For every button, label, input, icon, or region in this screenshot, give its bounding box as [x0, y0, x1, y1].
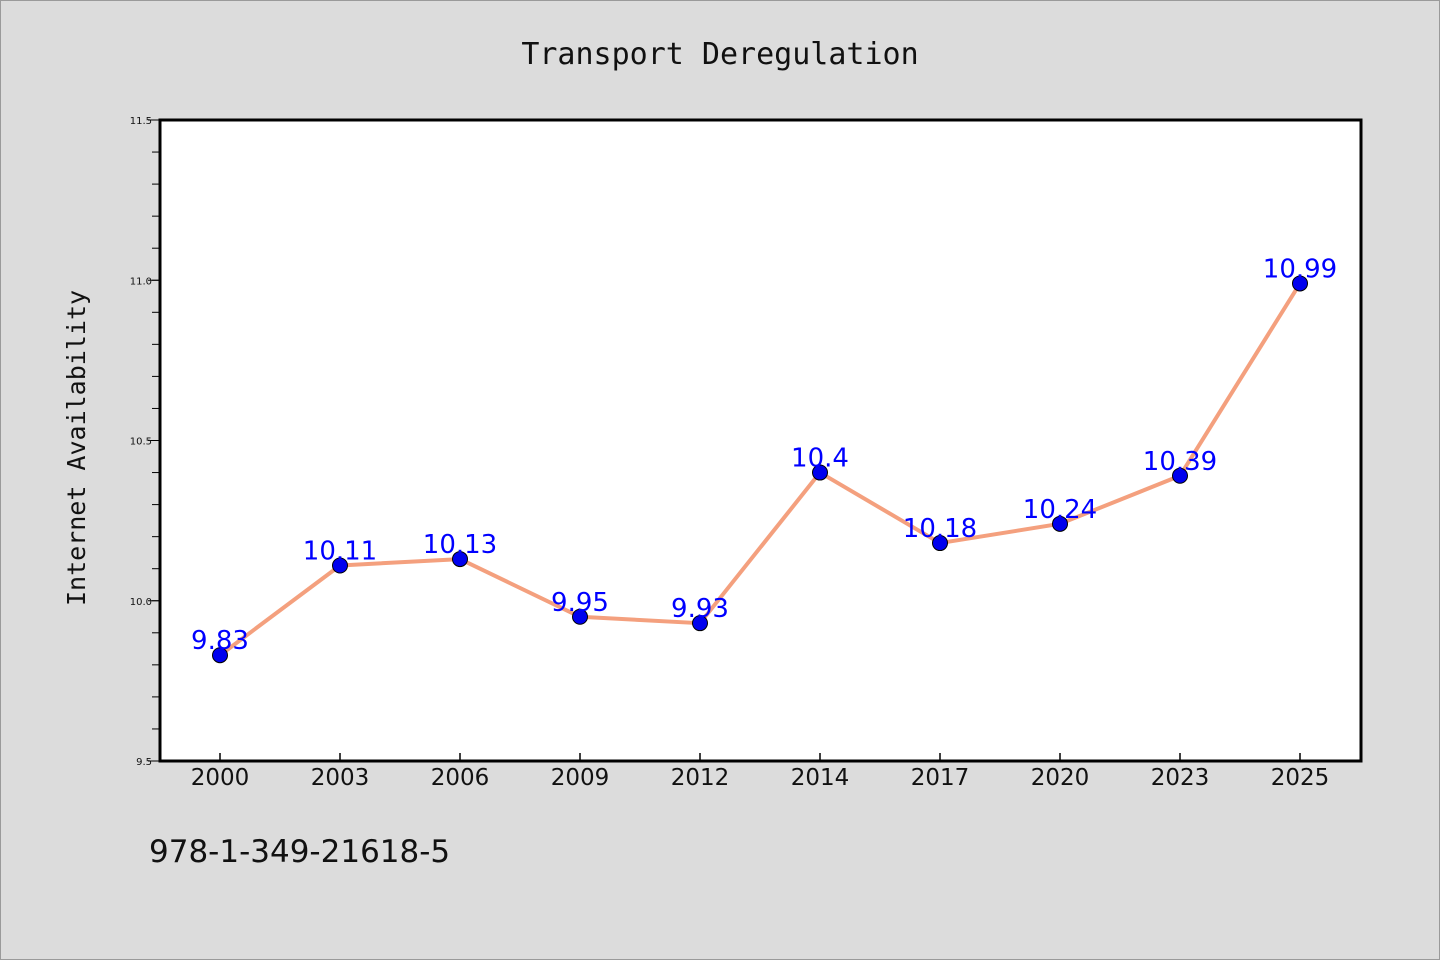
data-point: [1292, 275, 1308, 292]
x-tick-label: 2003: [311, 765, 370, 791]
y-tick-label: 10.0: [130, 597, 152, 608]
x-tick-label: 2006: [431, 765, 490, 791]
x-tick-label: 2014: [791, 765, 850, 791]
data-point: [1052, 515, 1068, 532]
data-point: [212, 647, 228, 664]
x-axis: 2000 2003 2006 2009 2012 2014 2017 2020 2023 2025: [191, 753, 1330, 791]
x-tick-label: 2012: [671, 765, 730, 791]
x-tick-label: 2017: [911, 765, 970, 791]
chart-title: Transport Deregulation: [521, 37, 918, 72]
data-point: [452, 551, 468, 568]
data-label: 10.39: [1143, 447, 1217, 477]
data-label: 9.93: [671, 594, 729, 624]
data-label: 10.24: [1023, 495, 1097, 525]
y-tick-label: 9.5: [136, 757, 152, 768]
data-label: 9.83: [191, 626, 249, 656]
data-label: 10.99: [1263, 254, 1337, 284]
data-labels: 9.83 10.11 10.13 9.95 9.93 10.4 10.18 10.24 10.3…: [191, 254, 1337, 656]
data-point: [332, 557, 348, 574]
data-label: 9.95: [551, 588, 609, 618]
data-point: [572, 608, 588, 625]
data-label: 10.11: [303, 536, 377, 566]
data-point: [812, 464, 828, 481]
y-tick-label: 11.5: [130, 116, 152, 127]
y-tick-label: 10.5: [130, 437, 152, 448]
y-axis: 9.5 10.0 10.5 11.0 11.5: [130, 116, 160, 768]
isbn-text: 978-1-349-21618-5: [149, 834, 451, 870]
plot-area: [158, 118, 1363, 763]
data-markers: [212, 275, 1308, 664]
series-line: [218, 281, 1302, 658]
y-axis-label: Internet Availability: [62, 290, 91, 606]
data-point: [692, 615, 708, 632]
x-tick-label: 2023: [1151, 765, 1210, 791]
data-label: 10.18: [903, 514, 977, 544]
x-tick-label: 2009: [551, 765, 610, 791]
x-tick-label: 2025: [1271, 765, 1330, 791]
data-point: [932, 535, 948, 552]
x-tick-label: 2020: [1031, 765, 1090, 791]
x-tick-label: 2000: [191, 765, 250, 791]
series-line-group: [218, 281, 1302, 658]
data-label: 10.13: [423, 530, 497, 560]
y-tick-label: 11.0: [130, 276, 152, 287]
data-label: 10.4: [791, 444, 849, 474]
data-point: [1172, 467, 1188, 484]
